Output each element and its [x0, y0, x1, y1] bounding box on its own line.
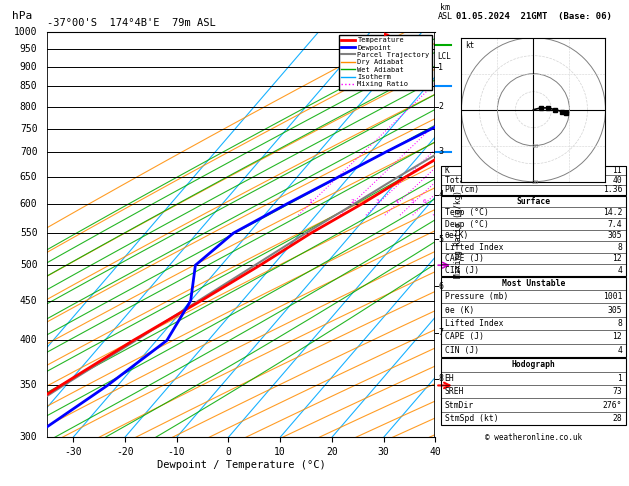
Text: Temp (°C): Temp (°C) [445, 208, 489, 217]
Text: Hodograph: Hodograph [511, 361, 555, 369]
Legend: Temperature, Dewpoint, Parcel Trajectory, Dry Adiabat, Wet Adiabat, Isotherm, Mi: Temperature, Dewpoint, Parcel Trajectory… [339, 35, 432, 89]
Text: Most Unstable: Most Unstable [502, 279, 565, 288]
Text: SREH: SREH [445, 387, 464, 396]
Text: 7: 7 [438, 329, 443, 337]
Text: 600: 600 [20, 199, 38, 209]
Text: 4: 4 [617, 266, 622, 275]
Text: θe(K): θe(K) [445, 231, 469, 240]
Text: 14.2: 14.2 [603, 208, 622, 217]
Text: 8: 8 [438, 374, 443, 383]
Text: Surface: Surface [516, 197, 550, 206]
Text: Mixing Ratio (g/kg): Mixing Ratio (g/kg) [454, 191, 463, 278]
Text: Pressure (mb): Pressure (mb) [445, 292, 508, 301]
Text: 4: 4 [438, 191, 443, 199]
Text: θe (K): θe (K) [445, 306, 474, 314]
Text: CIN (J): CIN (J) [445, 266, 479, 275]
Text: LCL: LCL [437, 52, 451, 61]
Text: 3: 3 [438, 147, 443, 156]
Text: 12: 12 [613, 254, 622, 263]
Text: 950: 950 [20, 44, 38, 54]
Text: CAPE (J): CAPE (J) [445, 254, 484, 263]
Bar [441, 195, 626, 276]
Text: km
ASL: km ASL [438, 3, 452, 21]
Text: 6: 6 [438, 281, 443, 291]
Text: 276°: 276° [603, 400, 622, 410]
Text: 1000: 1000 [14, 27, 38, 36]
Text: 350: 350 [20, 381, 38, 390]
Text: StmDir: StmDir [445, 400, 474, 410]
X-axis label: Dewpoint / Temperature (°C): Dewpoint / Temperature (°C) [157, 460, 326, 470]
Text: 4: 4 [617, 346, 622, 355]
Text: PW (cm): PW (cm) [445, 185, 479, 194]
Text: 5: 5 [410, 199, 414, 204]
Text: 7.4: 7.4 [608, 220, 622, 229]
Text: 500: 500 [20, 260, 38, 270]
Text: 800: 800 [20, 102, 38, 112]
Text: 5: 5 [438, 235, 443, 244]
Text: 2: 2 [438, 102, 443, 111]
Text: 1: 1 [438, 63, 443, 71]
Text: -37°00'S  174°4B'E  79m ASL: -37°00'S 174°4B'E 79m ASL [47, 18, 216, 28]
Text: 1.36: 1.36 [603, 185, 622, 194]
Text: StmSpd (kt): StmSpd (kt) [445, 414, 498, 423]
Text: 6: 6 [423, 199, 426, 204]
Text: 11: 11 [613, 166, 622, 175]
Text: 400: 400 [20, 335, 38, 346]
Text: CAPE (J): CAPE (J) [445, 332, 484, 342]
Bar [441, 166, 626, 195]
Text: 28: 28 [613, 414, 622, 423]
Text: 4: 4 [395, 199, 399, 204]
Text: 8: 8 [617, 319, 622, 328]
Text: 3: 3 [376, 199, 380, 204]
Text: 40: 40 [613, 175, 622, 185]
Text: 650: 650 [20, 172, 38, 182]
Bar [441, 358, 626, 425]
Text: 305: 305 [608, 231, 622, 240]
Text: 1: 1 [617, 374, 622, 383]
Text: 300: 300 [20, 433, 38, 442]
Bar [441, 277, 626, 357]
Text: 900: 900 [20, 62, 38, 72]
Text: 450: 450 [20, 296, 38, 306]
Text: 73: 73 [613, 387, 622, 396]
Text: Lifted Index: Lifted Index [445, 319, 503, 328]
Text: 1: 1 [308, 199, 312, 204]
Text: © weatheronline.co.uk: © weatheronline.co.uk [485, 434, 582, 442]
Text: Dewp (°C): Dewp (°C) [445, 220, 489, 229]
Text: 1001: 1001 [603, 292, 622, 301]
Text: ►: ► [384, 29, 390, 39]
Text: CIN (J): CIN (J) [445, 346, 479, 355]
Text: 8: 8 [617, 243, 622, 252]
Text: K: K [445, 166, 450, 175]
Text: 305: 305 [608, 306, 622, 314]
Text: hPa: hPa [12, 12, 32, 21]
Text: 12: 12 [613, 332, 622, 342]
Text: 550: 550 [20, 228, 38, 238]
Text: 700: 700 [20, 147, 38, 157]
Text: Totals Totals: Totals Totals [445, 175, 508, 185]
Text: EH: EH [445, 374, 455, 383]
Text: Lifted Index: Lifted Index [445, 243, 503, 252]
Text: 2: 2 [350, 199, 354, 204]
Text: 850: 850 [20, 81, 38, 91]
Text: 01.05.2024  21GMT  (Base: 06): 01.05.2024 21GMT (Base: 06) [455, 13, 611, 21]
Text: 750: 750 [20, 123, 38, 134]
